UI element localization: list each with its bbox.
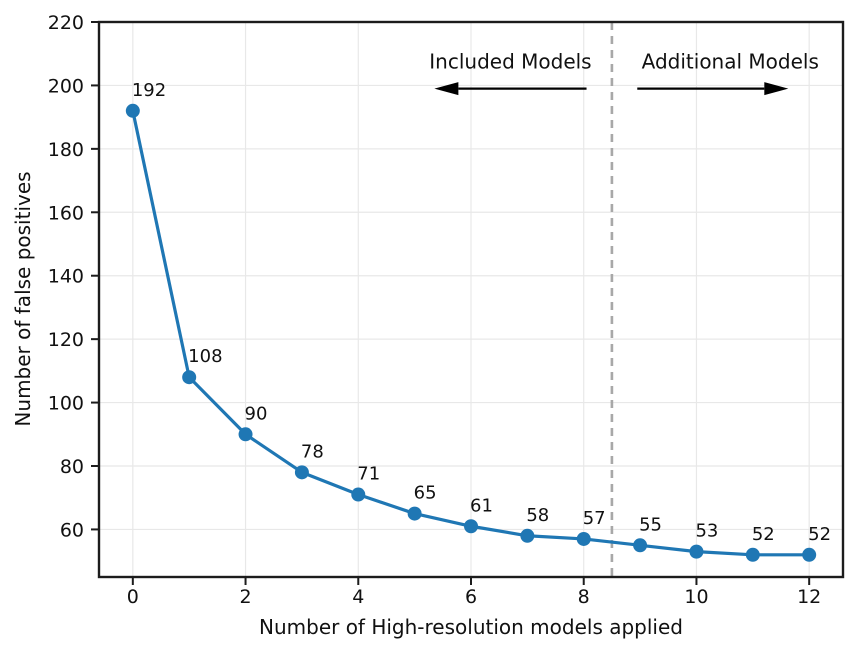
y-tick-label: 160 bbox=[48, 202, 84, 224]
data-point-label: 57 bbox=[583, 508, 606, 529]
data-point bbox=[464, 519, 478, 534]
y-tick-label: 120 bbox=[48, 329, 84, 351]
data-point bbox=[520, 528, 535, 543]
axis-ticks: 0 2 4 6 8 10 12 60 80 100 120 140 160 180 200 220 bbox=[48, 12, 822, 608]
data-point bbox=[745, 547, 760, 562]
y-tick-label: 80 bbox=[60, 456, 84, 478]
x-tick-label: 4 bbox=[352, 586, 364, 608]
data-point-label: 108 bbox=[188, 346, 222, 367]
data-point bbox=[238, 427, 253, 442]
arrowhead-left-icon bbox=[434, 82, 459, 96]
x-tick-label: 10 bbox=[684, 586, 708, 608]
data-point-label: 61 bbox=[470, 495, 493, 516]
y-tick-label: 220 bbox=[48, 12, 84, 34]
x-tick-label: 6 bbox=[465, 586, 477, 608]
data-point-label: 71 bbox=[357, 464, 380, 485]
y-tick-label: 60 bbox=[60, 519, 84, 541]
data-point-label: 78 bbox=[301, 441, 324, 462]
data-point bbox=[633, 538, 648, 553]
data-point-label: 55 bbox=[639, 514, 662, 535]
data-point bbox=[576, 531, 591, 546]
series bbox=[125, 103, 817, 562]
y-tick-label: 140 bbox=[48, 266, 84, 288]
data-point bbox=[351, 487, 366, 502]
arrowhead-right-icon bbox=[764, 82, 789, 96]
data-labels: 192 108 90 78 71 65 61 58 57 55 53 52 52 bbox=[132, 80, 831, 545]
data-point bbox=[294, 465, 309, 480]
y-axis-title: Number of false positives bbox=[11, 171, 35, 426]
x-tick-label: 0 bbox=[127, 586, 139, 608]
y-tick-label: 180 bbox=[48, 139, 84, 161]
data-point-label: 90 bbox=[245, 403, 268, 424]
data-point-label: 192 bbox=[132, 80, 166, 101]
data-point-label: 58 bbox=[526, 505, 549, 526]
x-tick-label: 2 bbox=[239, 586, 251, 608]
annotation-label-right: Additional Models bbox=[642, 50, 819, 74]
grid bbox=[99, 21, 843, 577]
data-point bbox=[802, 547, 817, 562]
x-tick-label: 8 bbox=[578, 586, 590, 608]
data-point bbox=[407, 506, 422, 521]
data-point bbox=[689, 544, 704, 559]
x-tick-label: 12 bbox=[797, 586, 821, 608]
annotation-label-left: Included Models bbox=[429, 50, 591, 74]
y-tick-label: 200 bbox=[48, 75, 84, 97]
data-point-label: 52 bbox=[808, 524, 831, 545]
data-point-label: 65 bbox=[414, 483, 437, 504]
data-point-label: 52 bbox=[752, 524, 775, 545]
data-point-label: 53 bbox=[695, 521, 718, 542]
data-point bbox=[125, 103, 140, 118]
x-axis-title: Number of High-resolution models applied bbox=[259, 615, 683, 639]
annotations: Included Models Additional Models bbox=[429, 50, 819, 96]
data-point bbox=[182, 370, 197, 385]
y-tick-label: 100 bbox=[48, 393, 84, 415]
